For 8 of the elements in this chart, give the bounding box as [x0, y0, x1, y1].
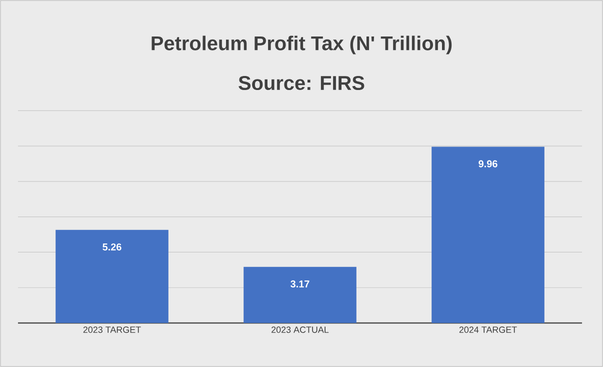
- x-tick-label: 2023 TARGET: [83, 326, 141, 333]
- data-label: 5.26: [102, 243, 122, 250]
- data-label: 9.96: [478, 160, 498, 168]
- chart-title: Petroleum Profit Tax (N' Trillion): [152, 36, 452, 54]
- data-label: 3.17: [290, 280, 310, 288]
- chart-subtitle: Source: FIRS: [238, 76, 364, 90]
- x-tick-label: 2023 ACTUAL: [272, 326, 329, 333]
- x-tick-label: 2024 TARGET: [459, 326, 517, 333]
